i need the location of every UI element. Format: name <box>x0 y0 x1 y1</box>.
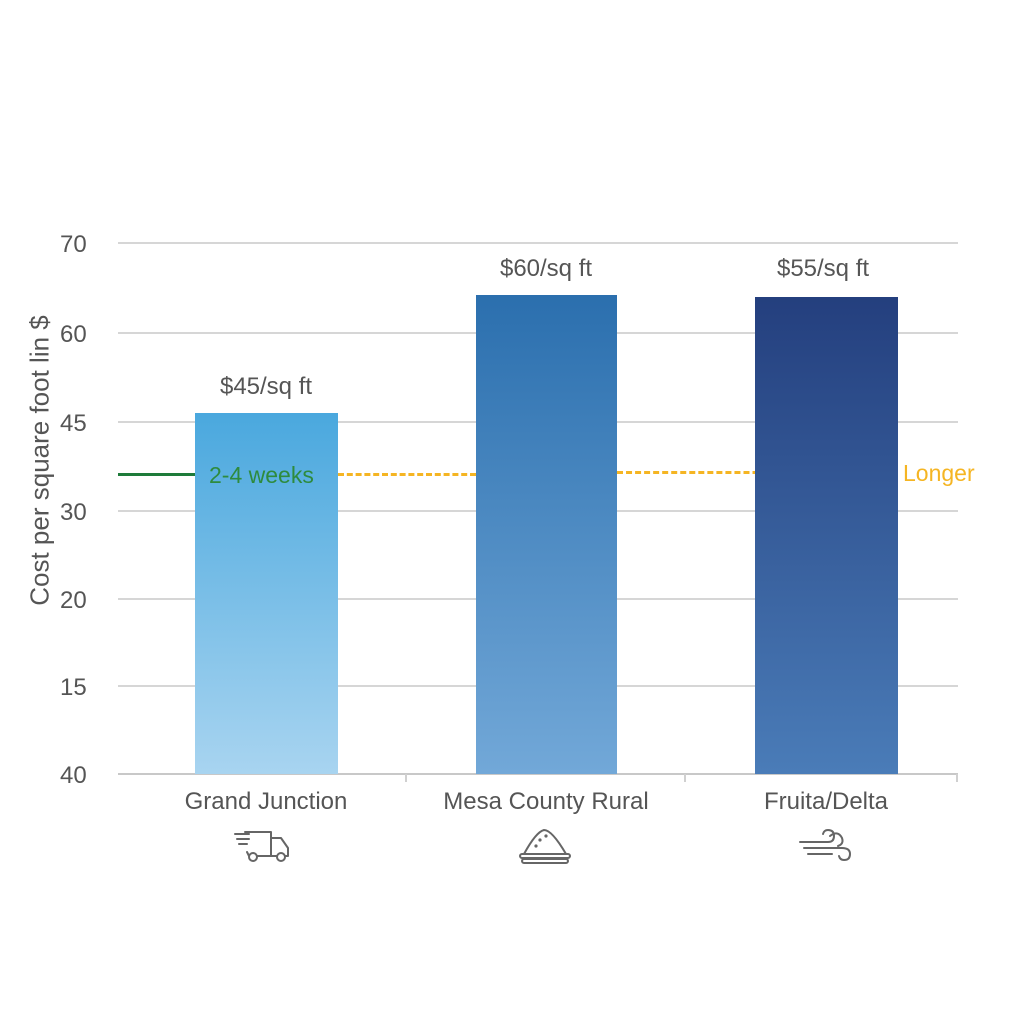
wind-icon <box>799 828 852 862</box>
x-tick-mark <box>684 774 686 782</box>
y-tick-label: 20 <box>60 587 87 614</box>
bar-mesa-county-rural[interactable] <box>476 295 617 774</box>
y-tick-label: 40 <box>60 762 87 789</box>
y-tick-label: 60 <box>60 321 87 348</box>
gridline <box>118 242 958 244</box>
reference-label-left: 2-4 weeks <box>209 462 314 488</box>
x-category-label: Grand Junction <box>184 788 348 815</box>
x-tick-mark <box>956 774 958 782</box>
reference-line-dashed <box>338 473 476 476</box>
reference-line-dashed <box>617 471 885 474</box>
y-axis-label: Cost per square foot lin $ <box>24 315 55 606</box>
y-tick-label: 45 <box>60 410 87 437</box>
bar-data-label: $55/sq ft <box>776 255 870 282</box>
y-tick-label: 30 <box>60 499 87 526</box>
x-category-label: Mesa County Rural <box>443 788 649 815</box>
x-axis-line <box>118 773 958 775</box>
x-tick-mark <box>405 774 407 782</box>
bar-data-label: $60/sq ft <box>499 255 593 282</box>
reference-line-green <box>118 473 196 476</box>
y-tick-label: 70 <box>60 231 87 258</box>
delivery-truck-icon <box>234 831 289 862</box>
sand-pile-icon <box>519 829 571 864</box>
reference-label-right: Longer <box>903 460 975 486</box>
bar-data-label: $45/sq ft <box>219 373 313 400</box>
x-category-label: Fruita/Delta <box>763 788 889 815</box>
bar-grand-junction[interactable] <box>195 413 338 774</box>
bar-fruita-delta[interactable] <box>755 297 898 774</box>
y-tick-label: 15 <box>60 674 87 701</box>
